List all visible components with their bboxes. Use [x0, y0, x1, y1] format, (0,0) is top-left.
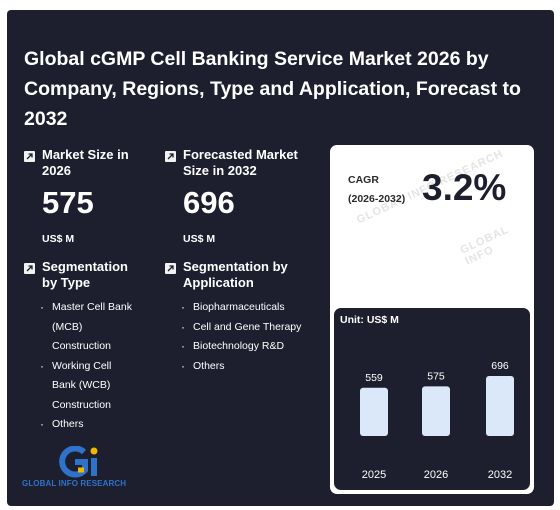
market-size-value: 575: [42, 185, 94, 220]
bar-value-label: 696: [491, 360, 509, 372]
x-tick-label: 2032: [488, 469, 512, 481]
forecast-size-unit: US$ M: [183, 233, 216, 245]
type-list: Master Cell Bank (MCB) Construction Work…: [40, 298, 135, 435]
logo-text: GLOBAL INFO RESEARCH: [22, 479, 127, 488]
forecast-size-label: Forecasted Market Size in 2032: [183, 147, 298, 178]
page-title: Global cGMP Cell Banking Service Market …: [24, 48, 521, 130]
market-size-label: Market Size in 2026: [42, 147, 129, 178]
cagr-label-line1: CAGR: [348, 174, 379, 186]
segmentation-type-header: Segmentation by Type: [24, 259, 134, 291]
cagr-label-line2: (2026-2032): [348, 193, 406, 205]
bar-value-label: 575: [427, 370, 445, 382]
bar-2026: [422, 386, 450, 436]
arrow-up-right-icon: [24, 263, 35, 274]
chart-unit-label: Unit: US$ M: [340, 314, 399, 326]
segmentation-application-header: Segmentation by Application: [165, 259, 295, 291]
cagr-label: CAGR (2026-2032): [348, 171, 405, 209]
segmentation-type-label: Segmentation by Type: [42, 259, 128, 290]
watermark: GLOBAL INFO: [458, 223, 511, 268]
application-list: Biopharmaceuticals Cell and Gene Therapy…: [181, 298, 331, 376]
cagr-value: 3.2%: [422, 167, 507, 208]
market-size-header: Market Size in 2026: [24, 147, 154, 179]
bar-2032: [486, 376, 514, 436]
forecast-size-header: Forecasted Market Size in 2032: [165, 147, 315, 179]
bar-value-label: 559: [365, 372, 383, 384]
x-tick-label: 2025: [362, 469, 386, 481]
arrow-up-right-icon: [165, 263, 176, 274]
list-item: Working Cell Bank (WCB) Construction: [40, 357, 135, 416]
forecast-size-value: 696: [183, 185, 235, 220]
arrow-up-right-icon: [24, 151, 35, 162]
list-item: Others: [40, 415, 135, 435]
x-tick-label: 2026: [424, 469, 448, 481]
chart-svg: 559 2025 575 2026 696 2032: [360, 360, 514, 481]
market-size-unit: US$ M: [42, 233, 75, 245]
company-logo: GLOBAL INFO RESEARCH: [22, 446, 138, 492]
list-item: Biotechnology R&D: [181, 337, 331, 357]
segmentation-application-label: Segmentation by Application: [183, 259, 288, 290]
list-item: Others: [181, 357, 331, 377]
list-item: Cell and Gene Therapy: [181, 318, 331, 338]
list-item: Biopharmaceuticals: [181, 298, 331, 318]
arrow-up-right-icon: [165, 151, 176, 162]
bar-chart: Unit: US$ M 559 2025 575 2026 696 2032: [334, 308, 530, 490]
logo-mark-icon: [59, 446, 98, 478]
list-item: Master Cell Bank (MCB) Construction: [40, 298, 135, 357]
bar-2025: [360, 387, 388, 436]
cagr-panel: GLOBAL INFO RESEARCH GLOBAL INFO CAGR (2…: [330, 145, 534, 494]
